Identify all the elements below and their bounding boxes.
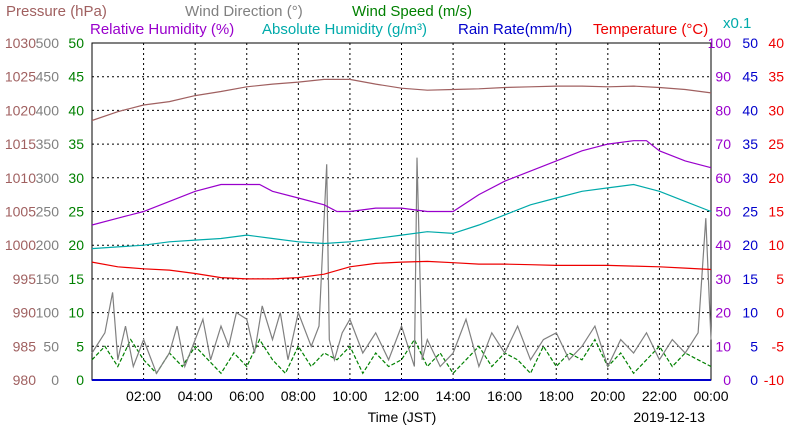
series-line-pressure-hpa [91, 78, 712, 122]
y-tick-label-wind-speed: 40 [68, 102, 84, 118]
y-tick-label-wind-speed: 10 [68, 305, 84, 321]
legend-label-wind-direction: Wind Direction (°) [185, 3, 303, 20]
y-tick-label-wind-speed: 30 [68, 170, 84, 186]
y-tick-label-pressure: 1000 [5, 237, 36, 253]
series-line-relative-humidity [91, 140, 712, 226]
y-tick-label-temperature: 35 [768, 69, 784, 85]
legend-label-temperature: Temperature (°C) [593, 21, 708, 38]
y-tick-label-wind-direction: 100 [36, 305, 60, 321]
y-tick-label-humidity: 40 [715, 237, 731, 253]
x-tick-label: 20:00 [590, 388, 625, 404]
x-tick-label: 18:00 [539, 388, 574, 404]
legend-row-2: Relative Humidity (%) Absolute Humidity … [90, 15, 751, 38]
y-tick-label-pressure: 1030 [5, 35, 36, 51]
x-tick-label: 16:00 [487, 388, 522, 404]
y-tick-label-wind-direction: 200 [36, 237, 60, 253]
y-tick-label-temperature: 10 [768, 237, 784, 253]
y-tick-label-temperature: 5 [776, 271, 784, 287]
y-tick-label-pressure: 1010 [5, 170, 36, 186]
y-tick-label-wind-direction: 450 [36, 69, 60, 85]
y-tick-label-wind-speed: 5 [76, 338, 84, 354]
y-tick-label-rain-rate: 20 [742, 237, 758, 253]
legend-label-pressure: Pressure (hPa) [6, 3, 107, 20]
y-tick-label-humidity: 30 [715, 271, 731, 287]
y-tick-label-temperature: 30 [768, 102, 784, 118]
y-tick-label-rain-rate: 45 [742, 69, 758, 85]
y-tick-label-temperature: 25 [768, 136, 784, 152]
y-tick-label-humidity: 20 [715, 305, 731, 321]
y-tick-label-wind-speed: 15 [68, 271, 84, 287]
legend-label-wind-speed: Wind Speed (m/s) [352, 3, 472, 20]
x-tick-label: 06:00 [229, 388, 264, 404]
y-tick-label-rain-rate: 50 [742, 35, 758, 51]
y-tick-label-humidity: 80 [715, 102, 731, 118]
axis-tick-labels: 9809859909951000100510101015102010251030… [5, 35, 784, 388]
x-tick-label: 22:00 [642, 388, 677, 404]
y-tick-label-humidity: 90 [715, 69, 731, 85]
x-axis-tick-labels: 02:00 04:00 06:00 08:00 10:00 12:00 14:00 16:00… [126, 388, 729, 404]
y-tick-label-temperature: 15 [768, 204, 784, 220]
abs-humidity-scale-note: x0.1 [723, 15, 751, 32]
series-lines [91, 78, 712, 381]
y-tick-label-temperature: 0 [776, 305, 784, 321]
y-tick-label-wind-direction: 300 [36, 170, 60, 186]
y-tick-label-humidity: 70 [715, 136, 731, 152]
y-tick-label-rain-rate: 25 [742, 204, 758, 220]
y-tick-label-humidity: 60 [715, 170, 731, 186]
y-tick-label-humidity: 10 [715, 338, 731, 354]
y-tick-label-humidity: 50 [715, 204, 731, 220]
x-tick-label: 00:00 [693, 388, 728, 404]
legend-label-rain-rate: Rain Rate(mm/h) [458, 21, 572, 38]
y-tick-label-wind-speed: 25 [68, 204, 84, 220]
y-tick-label-pressure: 980 [13, 372, 37, 388]
y-tick-label-rain-rate: 10 [742, 305, 758, 321]
y-tick-label-wind-direction: 400 [36, 102, 60, 118]
y-tick-label-pressure: 990 [13, 305, 37, 321]
y-tick-label-rain-rate: 5 [750, 338, 758, 354]
y-tick-label-wind-speed: 0 [76, 372, 84, 388]
x-tick-label: 14:00 [436, 388, 471, 404]
y-tick-label-rain-rate: 40 [742, 102, 758, 118]
y-tick-label-wind-speed: 50 [68, 35, 84, 51]
y-tick-label-pressure: 995 [13, 271, 37, 287]
y-tick-label-pressure: 1015 [5, 136, 36, 152]
y-tick-label-temperature: 20 [768, 170, 784, 186]
y-tick-label-wind-direction: 350 [36, 136, 60, 152]
x-tick-label: 08:00 [281, 388, 316, 404]
x-tick-label: 12:00 [384, 388, 419, 404]
y-tick-label-humidity: 100 [708, 35, 732, 51]
y-tick-label-wind-direction: 150 [36, 271, 60, 287]
legend-label-absolute-humidity: Absolute Humidity (g/m³) [262, 21, 427, 38]
y-tick-label-wind-speed: 35 [68, 136, 84, 152]
x-tick-label: 02:00 [126, 388, 161, 404]
y-tick-label-rain-rate: 35 [742, 136, 758, 152]
series-line-wind-direction [91, 157, 712, 375]
legend-row-1: Pressure (hPa) Wind Direction (°) Wind S… [6, 3, 472, 20]
y-tick-label-pressure: 1025 [5, 69, 36, 85]
y-tick-label-wind-direction: 0 [51, 372, 59, 388]
y-tick-label-temperature: -10 [764, 372, 784, 388]
series-line-absolute-humidity-g-m [91, 183, 712, 250]
y-tick-label-temperature: 40 [768, 35, 784, 51]
y-tick-label-wind-direction: 500 [36, 35, 60, 51]
x-axis-label: Time (JST) [368, 409, 437, 425]
y-tick-label-wind-speed: 45 [68, 69, 84, 85]
y-tick-label-humidity: 0 [723, 372, 731, 388]
y-tick-label-wind-direction: 50 [43, 338, 59, 354]
y-tick-label-pressure: 1005 [5, 204, 36, 220]
y-tick-label-rain-rate: 30 [742, 170, 758, 186]
series-line-temperature-c [91, 260, 712, 280]
x-tick-label: 10:00 [332, 388, 367, 404]
y-tick-label-wind-speed: 20 [68, 237, 84, 253]
y-tick-label-wind-direction: 250 [36, 204, 60, 220]
y-tick-label-temperature: -5 [772, 338, 785, 354]
y-tick-label-rain-rate: 15 [742, 271, 758, 287]
y-tick-label-rain-rate: 0 [750, 372, 758, 388]
y-tick-label-pressure: 985 [13, 338, 37, 354]
date-label: 2019-12-13 [633, 409, 705, 425]
x-tick-label: 04:00 [178, 388, 213, 404]
y-tick-label-pressure: 1020 [5, 102, 36, 118]
legend-label-relative-humidity: Relative Humidity (%) [90, 21, 234, 38]
